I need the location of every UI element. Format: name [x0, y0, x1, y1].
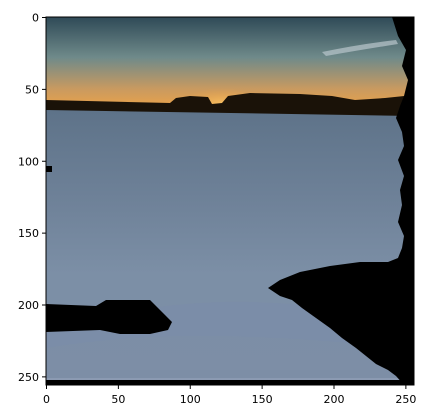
x-tick-label: 50 — [111, 393, 125, 406]
mask-left-nub — [46, 166, 52, 172]
y-axis: 0 50 100 150 200 250 — [18, 12, 46, 384]
y-tick-label: 250 — [18, 371, 39, 384]
y-tick-label: 50 — [25, 83, 39, 96]
x-tick-label: 250 — [395, 393, 416, 406]
y-tick-label: 0 — [32, 12, 39, 25]
photo-content — [46, 17, 414, 385]
y-tick-label: 200 — [18, 299, 39, 312]
y-tick-label: 100 — [18, 155, 39, 168]
mask-bottom — [46, 380, 414, 385]
axes-frame — [45, 16, 415, 386]
x-tick-label: 0 — [43, 393, 50, 406]
mask-left-strip — [46, 300, 172, 334]
cloud-streak — [322, 40, 398, 56]
treeline — [46, 93, 414, 116]
x-axis: 0 50 100 150 200 250 — [43, 385, 416, 406]
x-tick-label: 150 — [252, 393, 273, 406]
y-tick-label: 150 — [18, 227, 39, 240]
x-tick-label: 200 — [324, 393, 345, 406]
x-tick-label: 100 — [180, 393, 201, 406]
mask-right-edge — [268, 17, 414, 385]
